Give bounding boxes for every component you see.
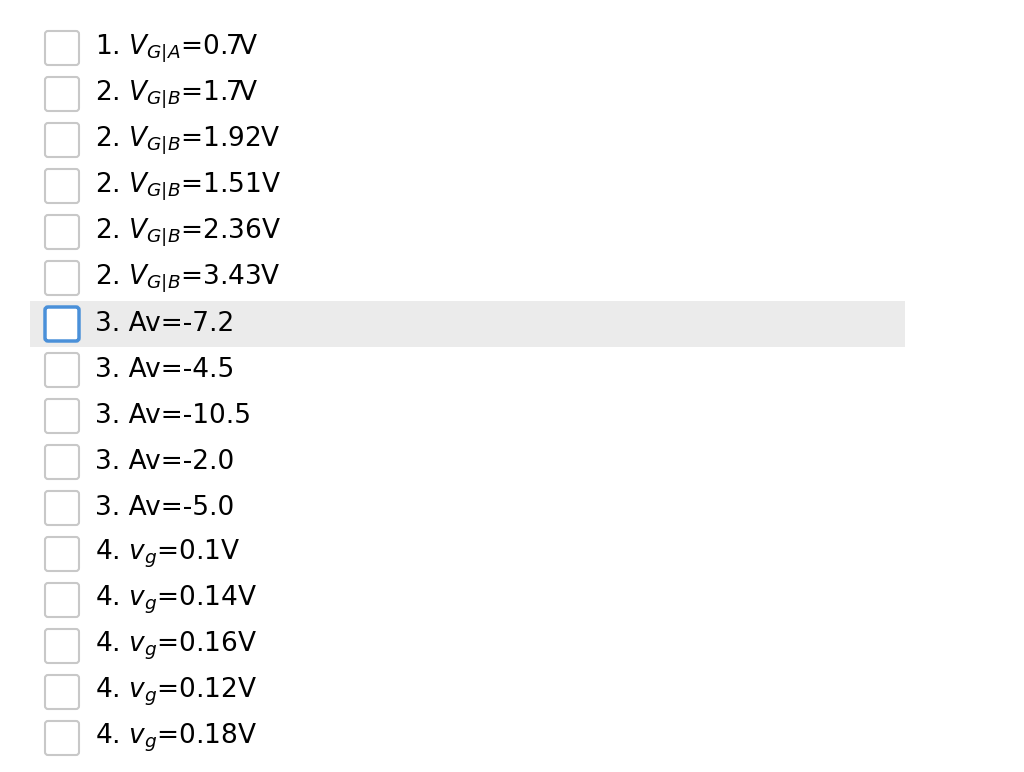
FancyBboxPatch shape <box>45 537 79 571</box>
Text: 3. Av=-2.0: 3. Av=-2.0 <box>95 449 234 475</box>
FancyBboxPatch shape <box>45 491 79 525</box>
Text: 3. Av=-7.2: 3. Av=-7.2 <box>95 311 234 337</box>
FancyBboxPatch shape <box>45 169 79 203</box>
FancyBboxPatch shape <box>45 31 79 65</box>
FancyBboxPatch shape <box>45 629 79 663</box>
Text: 3. Av=-10.5: 3. Av=-10.5 <box>95 403 251 429</box>
Text: 2. $V_{G|B}$=1.7V: 2. $V_{G|B}$=1.7V <box>95 78 258 110</box>
Text: 2. $V_{G|B}$=1.92V: 2. $V_{G|B}$=1.92V <box>95 124 281 156</box>
FancyBboxPatch shape <box>45 399 79 433</box>
FancyBboxPatch shape <box>45 721 79 755</box>
Text: 3. Av=-5.0: 3. Av=-5.0 <box>95 495 234 521</box>
FancyBboxPatch shape <box>45 261 79 295</box>
FancyBboxPatch shape <box>45 583 79 617</box>
FancyBboxPatch shape <box>45 675 79 709</box>
Text: 3. Av=-4.5: 3. Av=-4.5 <box>95 357 234 383</box>
FancyBboxPatch shape <box>45 77 79 111</box>
Text: 2. $V_{G|B}$=3.43V: 2. $V_{G|B}$=3.43V <box>95 262 281 294</box>
Text: 1. $V_{G|A}$=0.7V: 1. $V_{G|A}$=0.7V <box>95 32 258 64</box>
FancyBboxPatch shape <box>30 301 905 347</box>
FancyBboxPatch shape <box>45 445 79 479</box>
FancyBboxPatch shape <box>45 123 79 157</box>
Text: 4. $v_{g}$=0.18V: 4. $v_{g}$=0.18V <box>95 722 257 754</box>
Text: 2. $V_{G|B}$=1.51V: 2. $V_{G|B}$=1.51V <box>95 170 282 201</box>
Text: 2. $V_{G|B}$=2.36V: 2. $V_{G|B}$=2.36V <box>95 216 282 248</box>
Text: 4. $v_{g}$=0.12V: 4. $v_{g}$=0.12V <box>95 676 257 708</box>
Text: 4. $v_{g}$=0.16V: 4. $v_{g}$=0.16V <box>95 630 257 662</box>
Text: 4. $v_{g}$=0.1V: 4. $v_{g}$=0.1V <box>95 538 241 571</box>
FancyBboxPatch shape <box>45 353 79 387</box>
Text: 4. $v_{g}$=0.14V: 4. $v_{g}$=0.14V <box>95 584 257 616</box>
FancyBboxPatch shape <box>45 215 79 249</box>
FancyBboxPatch shape <box>45 307 79 341</box>
